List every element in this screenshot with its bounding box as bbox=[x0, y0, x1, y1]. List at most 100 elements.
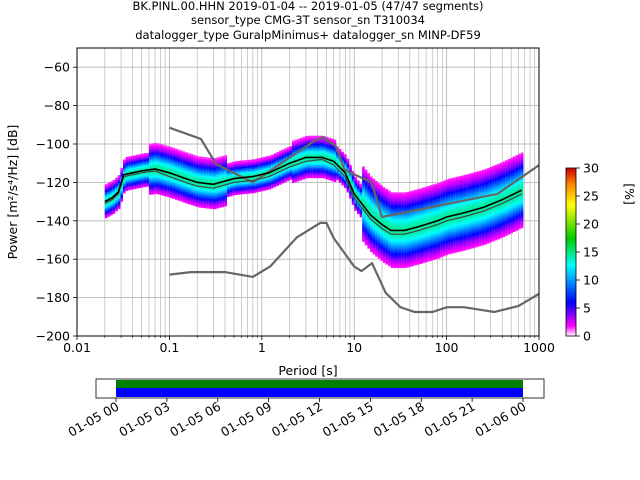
heatmap-cell bbox=[445, 244, 448, 247]
heatmap-cell bbox=[227, 173, 230, 176]
heatmap-cell bbox=[458, 236, 461, 239]
heatmap-cell bbox=[169, 152, 173, 155]
heatmap-cell bbox=[305, 143, 308, 146]
heatmap-cell bbox=[323, 170, 326, 173]
heatmap-cell bbox=[206, 173, 209, 176]
heatmap-cell bbox=[237, 186, 240, 189]
heatmap-cell bbox=[403, 260, 407, 263]
heatmap-cell bbox=[224, 176, 227, 179]
heatmap-cell bbox=[429, 201, 433, 204]
heatmap-cell bbox=[401, 251, 404, 254]
heatmap-cell bbox=[432, 214, 435, 217]
heatmap-cell bbox=[437, 187, 441, 190]
heatmap-cell bbox=[112, 211, 116, 214]
heatmap-cell bbox=[172, 178, 175, 181]
heatmap-cell bbox=[455, 215, 459, 218]
heatmap-cell bbox=[362, 200, 365, 204]
heatmap-cell bbox=[393, 263, 396, 266]
heatmap-cell bbox=[198, 157, 201, 160]
heatmap-cell bbox=[305, 138, 308, 142]
heatmap-cell bbox=[143, 156, 147, 159]
heatmap-cell bbox=[364, 171, 368, 174]
heatmap-cell bbox=[203, 201, 207, 204]
heatmap-cell bbox=[455, 209, 459, 213]
heatmap-cell bbox=[162, 189, 165, 192]
heatmap-cell bbox=[297, 144, 300, 147]
heatmap-cell bbox=[357, 209, 360, 212]
heatmap-cell bbox=[440, 237, 443, 241]
heatmap-cell bbox=[385, 248, 389, 251]
heatmap-cell bbox=[414, 221, 417, 224]
heatmap-cell bbox=[349, 186, 352, 189]
heatmap-cell bbox=[276, 178, 279, 181]
heatmap-cell bbox=[164, 185, 168, 188]
heatmap-cell bbox=[468, 187, 472, 191]
heatmap-cell bbox=[297, 160, 300, 163]
heatmap-cell bbox=[297, 147, 300, 150]
heatmap-cell bbox=[136, 177, 139, 180]
heatmap-cell bbox=[458, 190, 461, 193]
heatmap-cell bbox=[151, 156, 155, 159]
heatmap-cell bbox=[442, 193, 446, 196]
heatmap-cell bbox=[367, 188, 370, 192]
heatmap-cell bbox=[112, 188, 116, 191]
heatmap-cell bbox=[112, 207, 116, 210]
heatmap-cell bbox=[419, 261, 422, 264]
heatmap-cell bbox=[180, 195, 183, 198]
heatmap-cell bbox=[188, 200, 191, 203]
heatmap-cell bbox=[403, 265, 407, 269]
heatmap-cell bbox=[427, 247, 430, 251]
heatmap-cell bbox=[448, 233, 451, 236]
heatmap-cell bbox=[416, 243, 420, 246]
heatmap-cell bbox=[455, 191, 459, 194]
heatmap-cell bbox=[362, 192, 365, 195]
heatmap-cell bbox=[320, 140, 324, 143]
heatmap-cell bbox=[435, 254, 438, 257]
heatmap-cell bbox=[453, 236, 456, 239]
heatmap-cell bbox=[406, 256, 409, 259]
heatmap-cell bbox=[427, 201, 430, 205]
heatmap-cell bbox=[273, 163, 277, 166]
heatmap-cell bbox=[107, 195, 110, 199]
heatmap-cell bbox=[203, 184, 207, 187]
heatmap-cell bbox=[440, 197, 443, 200]
heatmap-cell bbox=[390, 265, 394, 268]
heatmap-cell bbox=[442, 186, 446, 189]
heatmap-cell bbox=[411, 212, 415, 215]
heatmap-cell bbox=[320, 173, 324, 176]
heatmap-cell bbox=[182, 173, 186, 176]
heatmap-cell bbox=[154, 186, 157, 189]
heatmap-cell bbox=[393, 242, 396, 245]
heatmap-cell bbox=[445, 206, 448, 210]
heatmap-cell bbox=[159, 151, 162, 154]
heatmap-cell bbox=[429, 192, 433, 195]
heatmap-cell bbox=[429, 251, 433, 254]
heatmap-cell bbox=[211, 163, 214, 166]
heatmap-cell bbox=[331, 158, 334, 161]
heatmap-cell bbox=[448, 208, 451, 212]
heatmap-cell bbox=[219, 191, 222, 194]
heatmap-cell bbox=[398, 206, 402, 209]
heatmap-cell bbox=[299, 166, 303, 169]
heatmap-cell bbox=[432, 223, 435, 226]
heatmap-cell bbox=[206, 204, 209, 207]
heatmap-cell bbox=[185, 156, 188, 159]
heatmap-cell bbox=[380, 253, 383, 256]
heatmap-cell bbox=[281, 178, 285, 181]
heatmap-cell bbox=[336, 166, 339, 169]
heatmap-cell bbox=[107, 194, 110, 197]
heatmap-cell bbox=[437, 237, 441, 240]
heatmap-cell bbox=[364, 240, 368, 243]
heatmap-cell bbox=[284, 178, 287, 181]
heatmap-cell bbox=[396, 201, 399, 204]
heatmap-cell bbox=[390, 226, 394, 230]
heatmap-cell bbox=[232, 190, 235, 193]
heatmap-cell bbox=[172, 147, 175, 150]
heatmap-cell bbox=[250, 184, 253, 187]
heatmap-cell bbox=[128, 179, 131, 182]
heatmap-cell bbox=[409, 195, 412, 198]
heatmap-cell bbox=[458, 241, 461, 244]
heatmap-cell bbox=[448, 231, 451, 235]
heatmap-cell bbox=[333, 155, 337, 158]
heatmap-cell bbox=[468, 186, 472, 189]
